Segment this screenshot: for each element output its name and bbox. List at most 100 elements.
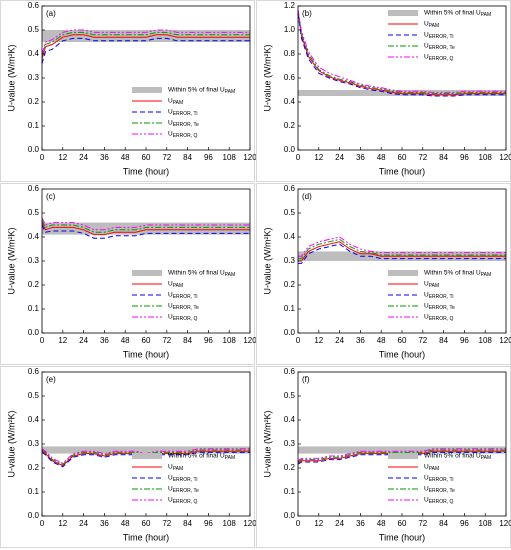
panel-label: (d) <box>302 192 312 201</box>
y-tick-label: 0.6 <box>284 73 296 82</box>
legend-label-wrap: Within 5% of final UPAM <box>168 270 235 279</box>
x-tick-label: 120 <box>499 153 511 162</box>
x-tick-label: 24 <box>79 519 88 528</box>
panel-label: (a) <box>46 9 56 18</box>
series-line <box>297 9 506 93</box>
y-tick-label: 0.1 <box>28 121 40 130</box>
legend-label: UERROR, Q <box>424 54 454 63</box>
x-tick-label: 72 <box>162 153 171 162</box>
tolerance-band <box>298 446 506 454</box>
x-tick-label: 36 <box>356 336 365 345</box>
legend-label-wrap: UERROR, Ti <box>168 292 197 301</box>
y-tick-label: 0.5 <box>28 25 40 34</box>
y-axis-label: U-value (W/m²K) <box>262 227 272 294</box>
legend-label-wrap: UPAM <box>168 281 183 290</box>
y-tick-label: 0.6 <box>28 184 40 193</box>
legend-label-wrap: UERROR, Q <box>424 497 454 506</box>
y-tick-label: 0.6 <box>28 367 40 376</box>
x-axis-label: Time (hour) <box>123 349 169 359</box>
x-tick-label: 108 <box>223 336 237 345</box>
x-tick-label: 12 <box>314 519 323 528</box>
legend-label-wrap: UERROR, Q <box>168 131 198 140</box>
x-tick-label: 108 <box>479 336 493 345</box>
x-tick-label: 12 <box>314 153 323 162</box>
x-tick-label: 48 <box>121 336 130 345</box>
x-tick-label: 84 <box>183 336 192 345</box>
x-tick-label: 120 <box>499 336 511 345</box>
legend-label-wrap: Within 5% of final UPAM <box>424 10 491 19</box>
x-tick-label: 84 <box>439 153 448 162</box>
y-axis-label: U-value (W/m²K) <box>6 44 16 111</box>
y-tick-label: 0.2 <box>28 97 40 106</box>
y-tick-label: 0.1 <box>284 304 296 313</box>
y-tick-label: 0.2 <box>284 280 296 289</box>
x-tick-label: 36 <box>356 153 365 162</box>
x-axis-label: Time (hour) <box>379 166 425 176</box>
x-tick-label: 96 <box>204 153 213 162</box>
legend-swatch <box>132 87 162 93</box>
x-tick-label: 48 <box>377 153 386 162</box>
x-tick-label: 0 <box>296 153 301 162</box>
legend-swatch <box>388 10 418 16</box>
y-tick-label: 0.1 <box>28 487 40 496</box>
x-tick-label: 36 <box>100 519 109 528</box>
y-tick-label: 0.1 <box>284 487 296 496</box>
x-axis-label: Time (hour) <box>123 532 169 542</box>
x-tick-label: 96 <box>204 519 213 528</box>
series-line <box>298 238 506 260</box>
y-tick-label: 0.0 <box>28 511 40 520</box>
panel-frame <box>0 366 255 548</box>
legend-label-wrap: Within 5% of final UPAM <box>424 270 491 279</box>
legend-label-wrap: UPAM <box>424 21 439 30</box>
legend-label: UERROR, Ti <box>424 292 453 301</box>
x-tick-label: 96 <box>460 153 469 162</box>
series-line <box>41 217 250 231</box>
series-line <box>41 448 250 464</box>
legend-label-wrap: UERROR, Ti <box>424 292 453 301</box>
series-line <box>298 241 506 262</box>
x-tick-label: 48 <box>377 336 386 345</box>
y-tick-label: 0.6 <box>284 184 296 193</box>
y-tick-label: 0.2 <box>28 280 40 289</box>
panel-label: (b) <box>302 9 312 18</box>
x-tick-label: 84 <box>183 153 192 162</box>
legend-label-wrap: UERROR, Q <box>168 314 198 323</box>
y-tick-label: 0.4 <box>284 97 296 106</box>
legend-label-wrap: UERROR, Te <box>424 303 455 312</box>
y-tick-label: 0.4 <box>28 415 40 424</box>
legend-label: UERROR, Ti <box>168 109 197 118</box>
y-tick-label: 0.3 <box>28 439 40 448</box>
series-line <box>41 224 250 239</box>
legend-label: Within 5% of final UPAM <box>424 453 491 462</box>
x-tick-label: 84 <box>183 519 192 528</box>
legend-label: UPAM <box>424 21 439 30</box>
x-tick-label: 24 <box>79 153 88 162</box>
y-tick-label: 0.8 <box>284 49 296 58</box>
x-tick-label: 60 <box>398 153 407 162</box>
y-tick-label: 0.4 <box>28 49 40 58</box>
legend-swatch <box>132 270 162 276</box>
legend-label: UERROR, Q <box>168 497 198 506</box>
x-tick-label: 0 <box>40 153 45 162</box>
y-tick-label: 1.0 <box>284 25 296 34</box>
panel-label: (c) <box>46 192 56 201</box>
y-tick-label: 0.5 <box>28 391 40 400</box>
legend-swatch <box>388 453 418 459</box>
x-tick-label: 60 <box>398 336 407 345</box>
x-tick-label: 120 <box>243 519 257 528</box>
x-tick-label: 24 <box>335 336 344 345</box>
y-tick-label: 0.2 <box>284 121 296 130</box>
legend-label-wrap: UERROR, Te <box>168 303 199 312</box>
x-tick-label: 120 <box>243 336 257 345</box>
legend-label-wrap: UERROR, Ti <box>168 109 197 118</box>
x-tick-label: 12 <box>58 519 67 528</box>
x-tick-label: 84 <box>439 336 448 345</box>
legend-label: UERROR, Te <box>168 120 199 129</box>
legend-label-wrap: UERROR, Q <box>168 497 198 506</box>
y-tick-label: 0.6 <box>28 1 40 10</box>
series-line <box>41 31 250 57</box>
y-tick-label: 0.0 <box>284 328 296 337</box>
y-tick-label: 0.3 <box>284 439 296 448</box>
legend-label-wrap: UERROR, Ti <box>424 475 453 484</box>
series-line <box>297 13 506 97</box>
